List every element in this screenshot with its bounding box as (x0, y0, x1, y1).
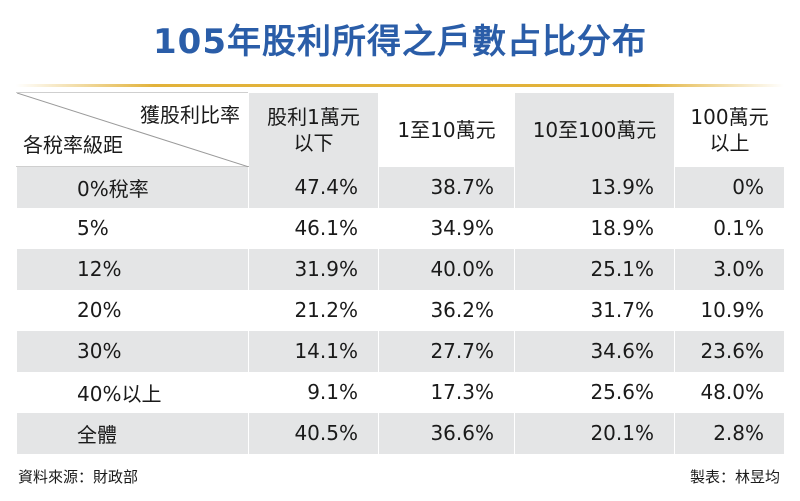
table-cell: 17.3% (378, 371, 515, 413)
table-cell: 2.8% (674, 412, 785, 454)
table-cell: 13.9% (514, 166, 675, 208)
row-label: 12% (16, 248, 249, 290)
table-cell: 40.0% (378, 248, 515, 290)
table-cell: 48.0% (674, 371, 785, 413)
table-cell: 0% (674, 166, 785, 208)
table-cell: 31.9% (248, 248, 379, 290)
table-cell: 0.1% (674, 207, 785, 249)
column-header-2: 1至10萬元 (378, 92, 515, 167)
table-cell: 21.2% (248, 289, 379, 331)
table-cell: 34.6% (514, 330, 675, 372)
column-dimension-label: 獲股利比率 (140, 103, 240, 127)
column-header-4-line2: 以上 (709, 130, 750, 155)
table-cell: 27.7% (378, 330, 515, 372)
row-label: 全體 (16, 412, 249, 454)
table-cell: 18.9% (514, 207, 675, 249)
table-cell: 36.6% (378, 412, 515, 454)
table-cell: 46.1% (248, 207, 379, 249)
table-row: 40%以上 9.1% 17.3% 25.6% 48.0% (16, 371, 785, 413)
table-cell: 9.1% (248, 371, 379, 413)
table-cell: 10.9% (674, 289, 785, 331)
table-cell: 23.6% (674, 330, 785, 372)
table-cell: 20.1% (514, 412, 675, 454)
diagonal-divider (17, 93, 249, 167)
row-label: 5% (16, 207, 249, 249)
source-note: 資料來源：財政部 (18, 468, 139, 486)
column-header-4: 100萬元 以上 (674, 92, 785, 167)
table-cell: 3.0% (674, 248, 785, 290)
row-label: 40%以上 (16, 371, 249, 413)
table-row: 12% 31.9% 40.0% 25.1% 3.0% (16, 248, 785, 290)
table-row: 0%稅率 47.4% 38.7% 13.9% 0% (16, 166, 785, 208)
row-label: 0%稅率 (16, 166, 249, 208)
column-header-3-line1: 10至100萬元 (532, 117, 657, 142)
table-cell: 38.7% (378, 166, 515, 208)
table-cell: 34.9% (378, 207, 515, 249)
table-cell: 40.5% (248, 412, 379, 454)
column-header-3: 10至100萬元 (514, 92, 675, 167)
row-dimension-label: 各稅率級距 (23, 133, 123, 157)
data-table: 獲股利比率 各稅率級距 股利1萬元 以下 1至10萬元 10至100萬元 100… (16, 92, 785, 454)
table-row: 5% 46.1% 34.9% 18.9% 0.1% (16, 207, 785, 249)
table-row: 全體 40.5% 36.6% 20.1% 2.8% (16, 412, 785, 454)
row-label: 30% (16, 330, 249, 372)
table-cell: 36.2% (378, 289, 515, 331)
column-header-4-line1: 100萬元 (690, 104, 769, 129)
table-cell: 47.4% (248, 166, 379, 208)
column-header-1: 股利1萬元 以下 (248, 92, 379, 167)
table-cell: 25.6% (514, 371, 675, 413)
table-row: 20% 21.2% 36.2% 31.7% 10.9% (16, 289, 785, 331)
table-row: 30% 14.1% 27.7% 34.6% 23.6% (16, 330, 785, 372)
header-row: 獲股利比率 各稅率級距 股利1萬元 以下 1至10萬元 10至100萬元 100… (16, 92, 785, 167)
title-underline (16, 84, 784, 87)
column-header-1-line2: 以下 (293, 130, 334, 155)
diagonal-header-cell: 獲股利比率 各稅率級距 (16, 92, 249, 167)
column-header-1-line1: 股利1萬元 (267, 104, 360, 129)
credit-note: 製表：林昱均 (689, 468, 780, 486)
row-label: 20% (16, 289, 249, 331)
chart-title: 105年股利所得之戶數占比分布 (153, 22, 647, 62)
table-cell: 31.7% (514, 289, 675, 331)
table-cell: 14.1% (248, 330, 379, 372)
column-header-2-line1: 1至10萬元 (397, 117, 496, 142)
table-cell: 25.1% (514, 248, 675, 290)
